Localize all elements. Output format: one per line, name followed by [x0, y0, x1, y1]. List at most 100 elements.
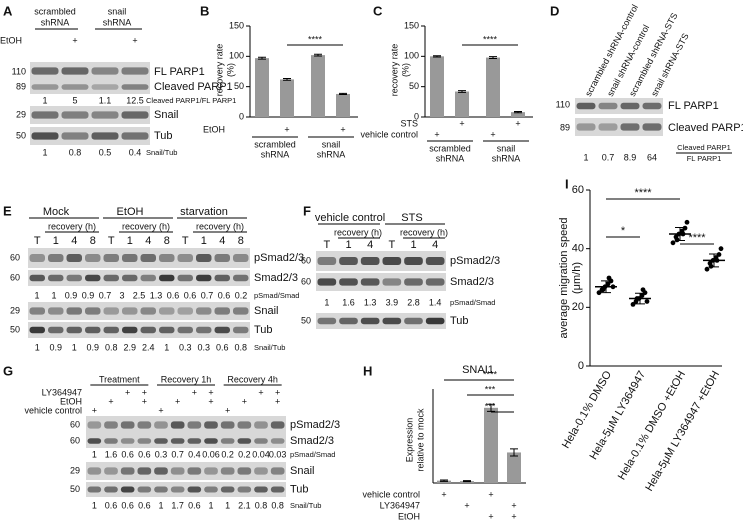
band — [425, 317, 445, 325]
label: 0.7 — [99, 290, 112, 300]
error-bar — [489, 56, 497, 59]
x-row-label: EtOH — [203, 124, 225, 134]
significance: **** — [483, 34, 498, 44]
label: EtOH — [117, 206, 144, 218]
panel-letter: D — [550, 3, 559, 18]
band — [270, 486, 285, 493]
band — [204, 438, 218, 444]
y-tick-label: 40 — [572, 243, 584, 255]
label: 12.5 — [126, 95, 144, 105]
label: 1 — [345, 239, 351, 251]
blot — [28, 302, 250, 320]
label: scrambled — [254, 139, 296, 149]
label: + — [515, 118, 520, 128]
label: 1 — [34, 290, 39, 300]
band — [214, 326, 230, 334]
blot — [575, 98, 663, 114]
band — [154, 486, 168, 493]
label: shRNA — [261, 149, 290, 159]
band — [48, 254, 64, 262]
label: 1 — [92, 449, 97, 459]
significance: * — [621, 225, 626, 237]
band — [576, 102, 596, 110]
band — [576, 123, 596, 131]
label: Tub — [254, 324, 273, 336]
blot — [30, 127, 150, 145]
bar — [507, 452, 521, 483]
x-row-label: STS — [400, 118, 418, 128]
significance: *** — [485, 401, 496, 411]
label: Cleaved PARP1 — [154, 81, 233, 93]
y-tick-label: 0 — [578, 360, 584, 372]
label: 8 — [90, 235, 96, 247]
panel-letter: B — [200, 3, 209, 18]
band — [159, 307, 175, 315]
band — [642, 102, 662, 110]
label: + — [490, 129, 495, 139]
band — [254, 421, 268, 429]
band — [187, 467, 202, 475]
band — [87, 467, 102, 475]
label: T — [388, 239, 395, 251]
band — [61, 132, 89, 140]
point — [639, 293, 645, 298]
label: 1 — [324, 297, 329, 307]
label: + — [488, 511, 493, 521]
label: + — [192, 387, 197, 397]
label: Snail — [154, 109, 178, 121]
point — [605, 281, 611, 287]
bar — [455, 91, 469, 117]
band — [66, 307, 82, 315]
label: 2.9 — [123, 342, 136, 352]
label: Cleaved PARP1 — [677, 143, 731, 152]
label: + — [142, 387, 147, 397]
point — [670, 240, 676, 246]
panel-letter: C — [373, 3, 383, 18]
panel-letter: G — [3, 363, 13, 378]
error-bar — [675, 227, 685, 241]
point — [606, 275, 612, 281]
point — [596, 290, 602, 296]
band — [404, 257, 423, 265]
label: Mock — [43, 206, 70, 218]
band — [48, 274, 64, 282]
band — [122, 254, 138, 262]
band — [103, 274, 119, 282]
label: 0.6 — [138, 449, 151, 459]
label: + — [275, 387, 280, 397]
label: + — [108, 396, 113, 406]
y-tick-label: 100 — [229, 51, 244, 61]
band — [91, 132, 119, 140]
label: 1 — [225, 500, 230, 510]
label: + — [511, 511, 516, 521]
error-bar — [463, 480, 471, 483]
band — [214, 307, 230, 315]
x-row-label: LY364947 — [380, 500, 420, 510]
band — [598, 123, 618, 131]
label: 0.04 — [252, 449, 270, 459]
band — [598, 102, 618, 110]
band — [159, 274, 175, 282]
label: recovery (h) — [196, 221, 244, 231]
band — [204, 467, 218, 475]
label: FL PARP1 — [687, 154, 722, 163]
label: 110 — [556, 99, 570, 109]
error-bar — [440, 479, 448, 482]
label: recovery (h) — [122, 221, 170, 231]
x-row-label: vehicle control — [362, 489, 420, 499]
error-bar — [510, 448, 518, 457]
band — [187, 421, 202, 429]
label: 8.9 — [624, 152, 637, 162]
label: + — [434, 129, 439, 139]
band — [137, 438, 152, 444]
label: 29 — [16, 109, 26, 119]
blot — [28, 270, 250, 286]
band — [140, 254, 156, 262]
y-tick-label: 20 — [572, 301, 584, 313]
band — [154, 421, 168, 429]
bar — [511, 112, 525, 117]
label: 1 — [92, 500, 97, 510]
band — [360, 317, 380, 325]
band — [31, 132, 59, 140]
band — [121, 132, 149, 140]
